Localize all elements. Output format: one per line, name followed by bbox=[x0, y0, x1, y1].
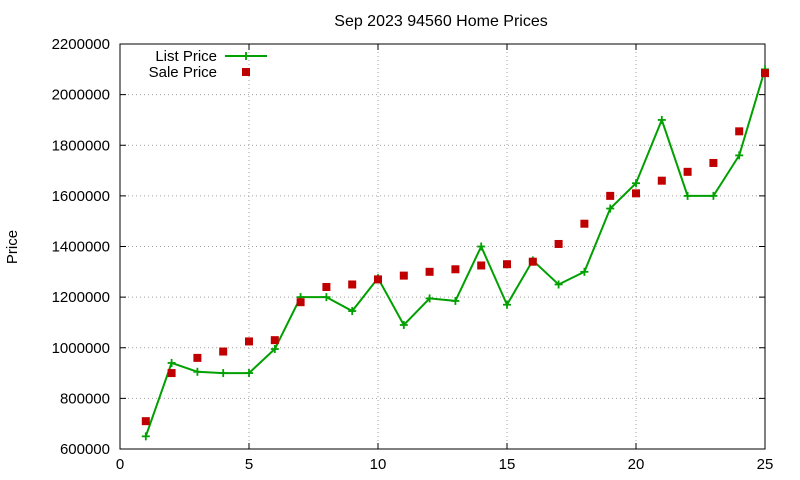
sale-price-point bbox=[528, 257, 537, 266]
list-price-point bbox=[167, 358, 176, 367]
x-tick-label: 0 bbox=[116, 456, 124, 473]
sale-price-point bbox=[580, 219, 589, 228]
list-price-point bbox=[270, 345, 279, 354]
list-price-point bbox=[503, 300, 511, 309]
list-price-point bbox=[348, 307, 357, 316]
legend-marker-list-price bbox=[242, 52, 250, 60]
list-price-point bbox=[399, 320, 408, 329]
sale-price-point bbox=[193, 353, 202, 362]
list-price-point bbox=[219, 369, 228, 378]
y-tick-label: 800000 bbox=[60, 390, 110, 407]
sale-price-point bbox=[683, 167, 692, 176]
sale-price-point bbox=[374, 275, 382, 284]
y-tick-label: 2000000 bbox=[52, 87, 110, 104]
y-tick-label: 1200000 bbox=[52, 289, 110, 306]
legend-label: Sale Price bbox=[149, 64, 217, 81]
x-tick-label: 10 bbox=[370, 456, 387, 473]
axes: 0 5 10 15 20 25 600000 800000 1000000 1200000 1400… bbox=[52, 36, 774, 473]
list-price-point bbox=[425, 294, 434, 303]
list-price-point bbox=[245, 369, 253, 378]
x-tick-label: 20 bbox=[628, 456, 645, 473]
list-price-point bbox=[451, 296, 460, 305]
list-price-point bbox=[477, 242, 486, 251]
list-price-point bbox=[657, 115, 666, 124]
sale-price-point bbox=[709, 158, 718, 167]
sale-price-point bbox=[141, 417, 150, 426]
list-price-point bbox=[554, 280, 563, 289]
list-price-point bbox=[606, 204, 615, 213]
sale-price-point bbox=[606, 191, 615, 200]
sale-price-point bbox=[322, 283, 331, 291]
sale-price-point bbox=[735, 127, 744, 136]
y-tick-label: 1800000 bbox=[52, 137, 110, 154]
sale-price-point bbox=[167, 369, 176, 378]
list-price-point bbox=[322, 293, 331, 302]
sale-price-point bbox=[219, 347, 228, 356]
x-tick-label: 25 bbox=[757, 456, 774, 473]
grid bbox=[120, 44, 765, 449]
sale-price-point bbox=[657, 176, 666, 185]
series-sale-price bbox=[141, 69, 769, 426]
sale-price-point bbox=[270, 336, 279, 345]
sale-price-point bbox=[503, 260, 511, 269]
sale-price-point bbox=[451, 265, 460, 274]
sale-price-point bbox=[632, 189, 640, 198]
sale-price-point bbox=[477, 261, 486, 270]
y-tick-label: 2200000 bbox=[52, 36, 110, 53]
plot-area bbox=[141, 65, 769, 441]
chart-title: Sep 2023 94560 Home Prices bbox=[334, 13, 547, 30]
list-price-point bbox=[141, 432, 150, 441]
y-tick-label: 1000000 bbox=[52, 340, 110, 357]
list-price-point bbox=[683, 191, 692, 200]
x-tick-label: 5 bbox=[245, 456, 253, 473]
list-price-point bbox=[735, 151, 744, 160]
list-price-point bbox=[632, 179, 640, 188]
sale-price-point bbox=[425, 267, 434, 276]
sale-price-point bbox=[761, 69, 769, 78]
list-price-point bbox=[709, 191, 718, 200]
y-tick-label: 1400000 bbox=[52, 239, 110, 256]
sale-price-point bbox=[296, 298, 305, 307]
series-list-price bbox=[141, 65, 769, 441]
x-tick-label: 15 bbox=[499, 456, 516, 473]
y-axis-label: Price bbox=[4, 230, 21, 264]
legend-swatch-sale-price bbox=[242, 68, 250, 76]
sale-price-point bbox=[399, 271, 408, 280]
y-tick-label: 1600000 bbox=[52, 188, 110, 205]
sale-price-point bbox=[348, 280, 357, 289]
legend-label: List Price bbox=[155, 48, 217, 65]
list-price-point bbox=[193, 367, 202, 376]
sale-price-point bbox=[554, 239, 563, 248]
list-price-line bbox=[144, 69, 766, 437]
list-price-point bbox=[580, 267, 589, 276]
y-tick-label: 600000 bbox=[60, 441, 110, 458]
sale-price-point bbox=[245, 337, 253, 346]
